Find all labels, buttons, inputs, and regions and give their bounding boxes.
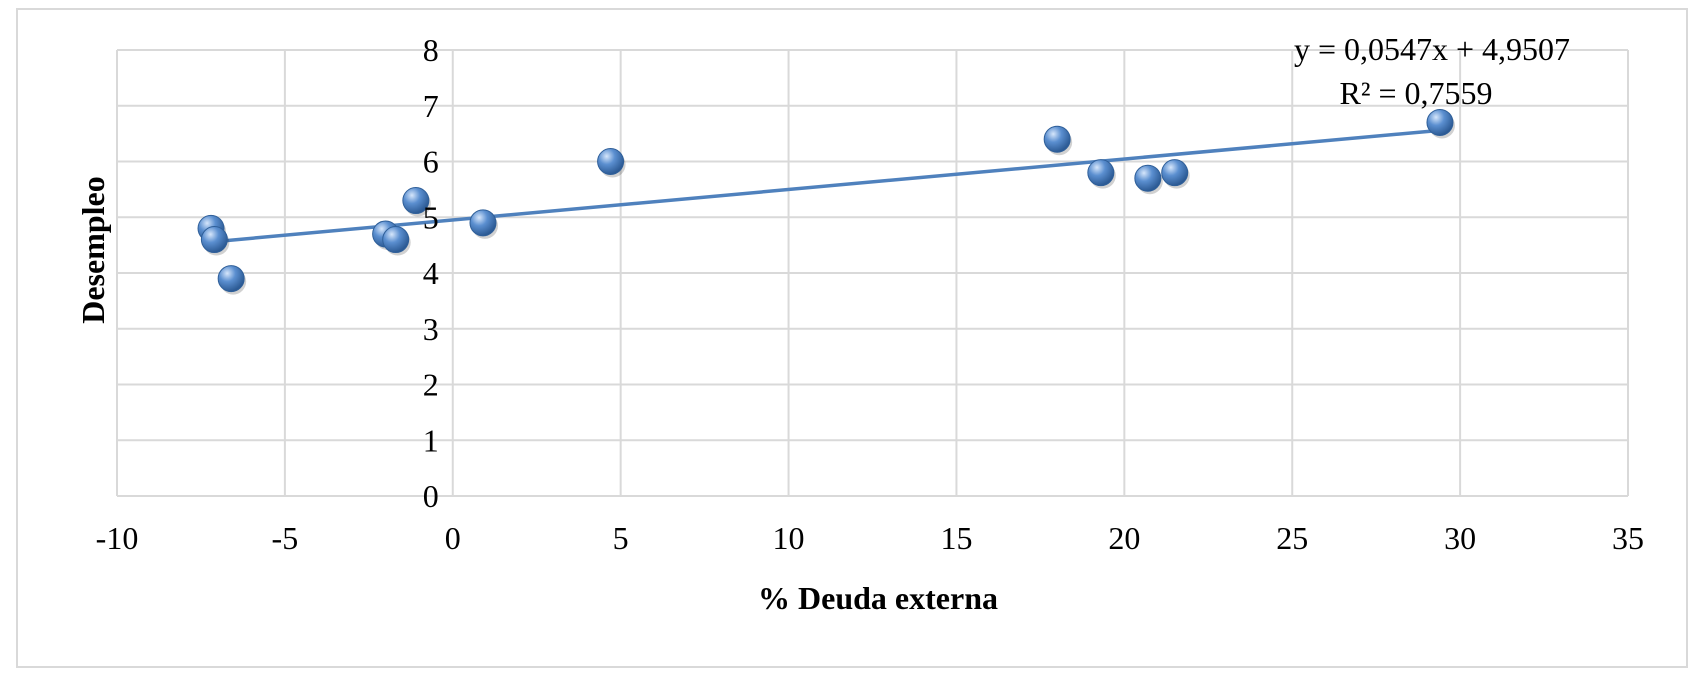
x-tick-label: 30 (1444, 520, 1476, 556)
chart-frame (16, 8, 1688, 668)
data-point (1134, 164, 1162, 192)
x-tick-labels: -10 -5 0 5 10 15 20 25 30 35 (96, 520, 1644, 556)
data-point (1087, 159, 1115, 187)
y-tick-label: 6 (423, 144, 439, 180)
data-point (402, 187, 430, 215)
trendline-equation: y = 0,0547x + 4,9507 (1294, 31, 1570, 67)
y-tick-labels: 0 1 2 3 4 5 6 7 8 (423, 32, 439, 514)
x-tick-label: 35 (1612, 520, 1644, 556)
data-points (197, 108, 1455, 295)
y-tick-label: 0 (423, 478, 439, 514)
x-axis-title: % Deuda externa (758, 580, 998, 616)
y-axis-title: Desempleo (75, 176, 111, 324)
x-tick-label: 25 (1276, 520, 1308, 556)
x-tick-label: 0 (445, 520, 461, 556)
data-point (200, 226, 228, 254)
x-tick-label: -10 (96, 520, 139, 556)
x-tick-label: -5 (272, 520, 299, 556)
data-point (217, 265, 245, 293)
x-tick-label: 5 (613, 520, 629, 556)
y-tick-label: 2 (423, 367, 439, 403)
trendline-group (210, 128, 1441, 244)
data-point (597, 148, 625, 175)
data-point (382, 226, 410, 254)
y-tick-label: 5 (423, 199, 439, 235)
y-tick-label: 1 (423, 422, 439, 458)
data-point (1161, 159, 1189, 187)
y-tick-label: 8 (423, 32, 439, 68)
data-point (1043, 125, 1071, 153)
data-point (1426, 108, 1454, 136)
y-tick-label: 3 (423, 311, 439, 347)
trendline (210, 128, 1441, 244)
y-tick-label: 4 (423, 255, 439, 291)
gridlines (116, 49, 1629, 497)
x-tick-label: 15 (940, 520, 972, 556)
x-tick-label: 20 (1108, 520, 1140, 556)
trendline-r-squared: R² = 0,7559 (1340, 75, 1493, 111)
y-tick-label: 7 (423, 88, 439, 124)
x-tick-label: 10 (773, 520, 805, 556)
data-point (469, 209, 497, 237)
